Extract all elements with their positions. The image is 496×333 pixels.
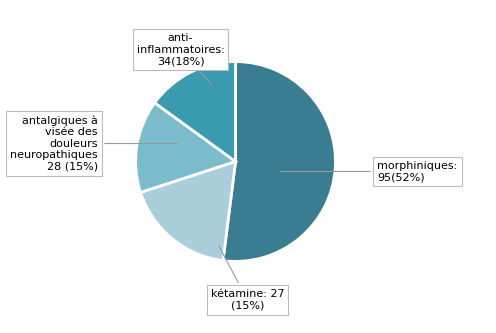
Text: antalgiques à
visée des
douleurs
neuropathiques
28 (15%): antalgiques à visée des douleurs neuropa… <box>10 115 178 172</box>
Text: kétamine: 27
(15%): kétamine: 27 (15%) <box>211 246 284 311</box>
Wedge shape <box>223 62 335 261</box>
Text: anti-
inflammatoires:
34(18%): anti- inflammatoires: 34(18%) <box>137 33 225 85</box>
Wedge shape <box>155 62 236 162</box>
Text: morphiniques:
95(52%): morphiniques: 95(52%) <box>280 161 458 182</box>
Wedge shape <box>135 103 236 192</box>
Wedge shape <box>140 162 236 261</box>
